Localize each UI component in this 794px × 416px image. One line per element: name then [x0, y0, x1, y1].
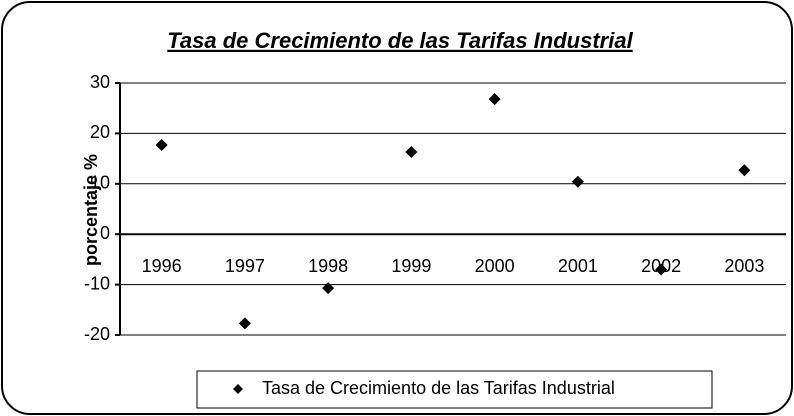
- legend-box: [196, 370, 713, 409]
- point: [488, 93, 501, 106]
- point: [655, 263, 668, 276]
- chart-title: Tasa de Crecimiento de las Tarifas Indus…: [167, 28, 633, 53]
- point: [155, 138, 168, 151]
- point: [405, 146, 418, 159]
- x-tick-label: 1997: [225, 256, 265, 276]
- y-tick-label: 10: [90, 173, 110, 193]
- x-tick-label: 2001: [558, 256, 598, 276]
- y-tick-label: 0: [100, 223, 110, 243]
- point: [571, 175, 584, 188]
- legend-marker: [233, 384, 243, 394]
- point: [322, 282, 335, 295]
- x-tick-label: 1996: [142, 256, 182, 276]
- y-axis-label: porcentaje %: [81, 154, 101, 266]
- y-tick-label: 30: [90, 72, 110, 92]
- x-tick-label: 2003: [724, 256, 764, 276]
- point: [238, 317, 251, 330]
- point: [738, 164, 751, 177]
- y-tick-label: 20: [90, 122, 110, 142]
- x-tick-label: 1999: [391, 256, 431, 276]
- y-tick-label: -10: [84, 273, 110, 293]
- legend-label: Tasa de Crecimiento de las Tarifas Indus…: [262, 378, 615, 398]
- x-tick-label: 2000: [475, 256, 515, 276]
- y-tick-label: -20: [84, 324, 110, 344]
- x-tick-label: 1998: [308, 256, 348, 276]
